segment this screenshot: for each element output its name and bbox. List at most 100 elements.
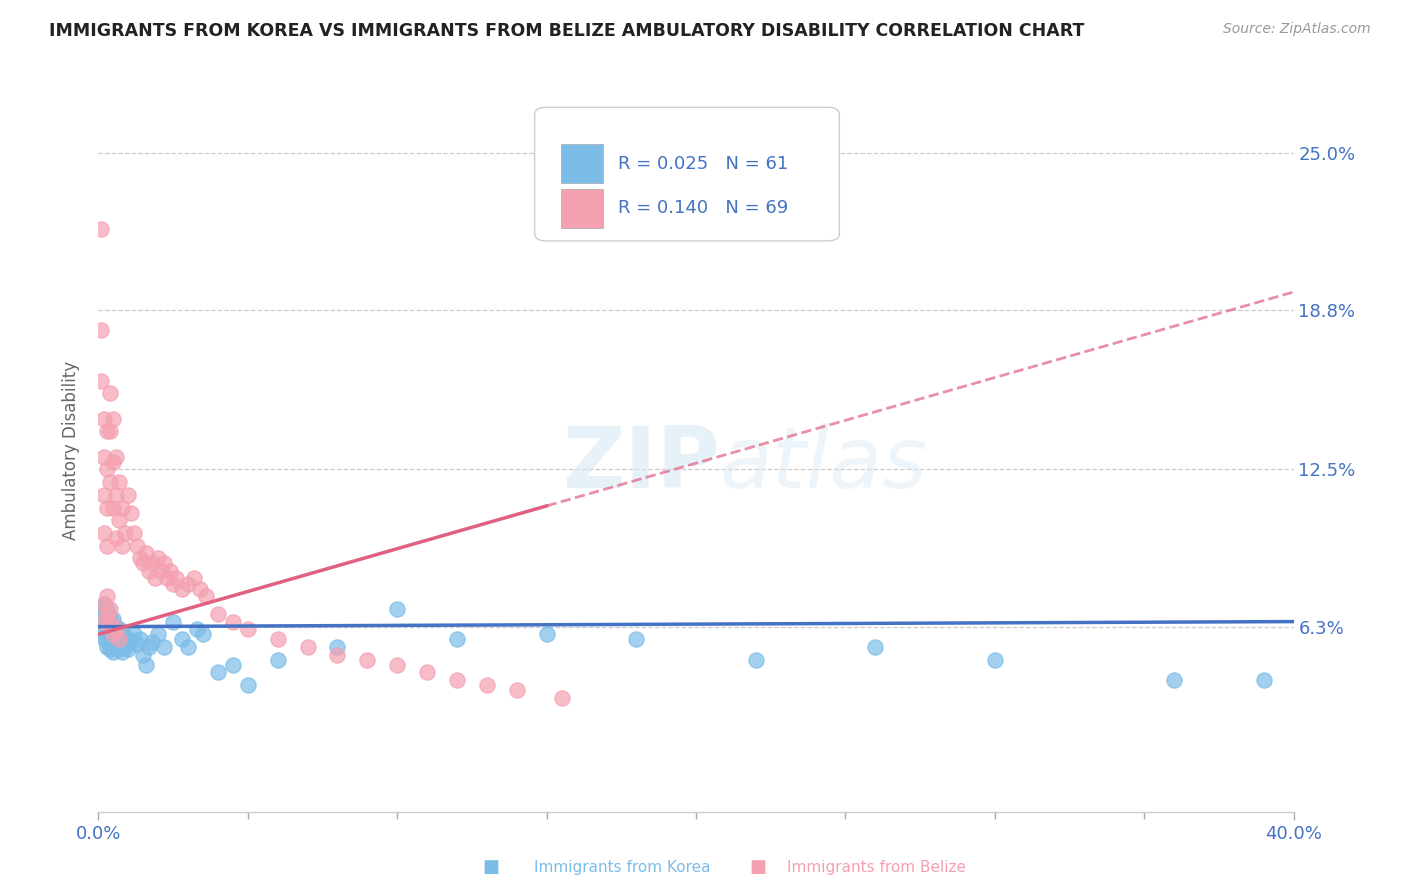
FancyBboxPatch shape — [561, 144, 603, 184]
Point — [90, 627, 112, 641]
Point — [114, 640, 136, 654]
Point — [186, 622, 208, 636]
Point — [105, 450, 128, 464]
Text: R = 0.025   N = 61: R = 0.025 N = 61 — [619, 154, 789, 173]
Point — [148, 627, 170, 641]
Point — [93, 597, 115, 611]
Point — [90, 221, 112, 235]
Point — [188, 582, 211, 596]
Point — [177, 640, 200, 654]
Text: R = 0.140   N = 69: R = 0.140 N = 69 — [619, 200, 789, 218]
Point — [93, 488, 115, 502]
Point — [96, 602, 118, 616]
Point — [195, 589, 218, 603]
Point — [103, 635, 125, 649]
Point — [326, 640, 349, 654]
Point — [385, 657, 409, 672]
Point — [117, 632, 139, 647]
Point — [111, 645, 134, 659]
Point — [222, 615, 245, 629]
Point — [98, 425, 122, 439]
Point — [105, 620, 128, 634]
Point — [745, 652, 768, 666]
Point — [90, 374, 112, 388]
Point — [297, 640, 319, 654]
Point — [103, 411, 125, 425]
Point — [207, 665, 229, 680]
Point — [98, 642, 122, 657]
Point — [98, 632, 122, 647]
Point — [148, 551, 170, 566]
Point — [105, 488, 128, 502]
Text: Source: ZipAtlas.com: Source: ZipAtlas.com — [1223, 22, 1371, 37]
Point — [129, 551, 152, 566]
Point — [132, 648, 155, 662]
Point — [111, 635, 134, 649]
Point — [156, 572, 179, 586]
Point — [162, 615, 184, 629]
Point — [138, 564, 160, 578]
Point — [117, 488, 139, 502]
Point — [105, 640, 128, 654]
Point — [127, 637, 149, 651]
Point — [96, 607, 118, 621]
Point — [98, 609, 122, 624]
Point — [172, 632, 194, 647]
Point — [90, 615, 112, 629]
Point — [103, 500, 125, 515]
Point — [124, 525, 146, 540]
Point — [96, 640, 118, 654]
Point — [108, 513, 131, 527]
Point — [177, 576, 200, 591]
Point — [356, 652, 378, 666]
Text: Immigrants from Belize: Immigrants from Belize — [787, 860, 966, 874]
Point — [96, 627, 118, 641]
Point — [129, 632, 152, 647]
Point — [536, 627, 558, 641]
Point — [103, 645, 125, 659]
Point — [416, 665, 439, 680]
Point — [103, 612, 125, 626]
Point — [506, 683, 529, 698]
Point — [865, 640, 887, 654]
Point — [1163, 673, 1185, 687]
Point — [159, 564, 181, 578]
Point — [550, 690, 572, 705]
Point — [108, 475, 131, 490]
Y-axis label: Ambulatory Disability: Ambulatory Disability — [62, 361, 80, 540]
FancyBboxPatch shape — [534, 107, 839, 241]
Point — [165, 572, 187, 586]
Text: Immigrants from Korea: Immigrants from Korea — [534, 860, 711, 874]
Point — [135, 657, 157, 672]
Point — [984, 652, 1007, 666]
Point — [267, 652, 290, 666]
Point — [267, 632, 290, 647]
Point — [96, 425, 118, 439]
Point — [96, 539, 118, 553]
Point — [153, 640, 176, 654]
Point — [135, 546, 157, 560]
Point — [114, 630, 136, 644]
Point — [446, 673, 468, 687]
Point — [93, 597, 115, 611]
Point — [96, 462, 118, 476]
Point — [120, 506, 142, 520]
Point — [96, 615, 118, 629]
Point — [98, 615, 122, 629]
Point — [93, 615, 115, 629]
Point — [117, 642, 139, 657]
Point — [120, 635, 142, 649]
Point — [90, 323, 112, 337]
Text: ■: ■ — [482, 858, 499, 876]
Point — [93, 620, 115, 634]
Point — [626, 632, 648, 647]
Point — [90, 602, 112, 616]
Point — [162, 576, 184, 591]
Point — [105, 630, 128, 644]
Point — [141, 635, 163, 649]
Point — [222, 657, 245, 672]
Point — [141, 556, 163, 570]
Point — [111, 624, 134, 639]
Point — [124, 627, 146, 641]
Point — [1253, 673, 1275, 687]
